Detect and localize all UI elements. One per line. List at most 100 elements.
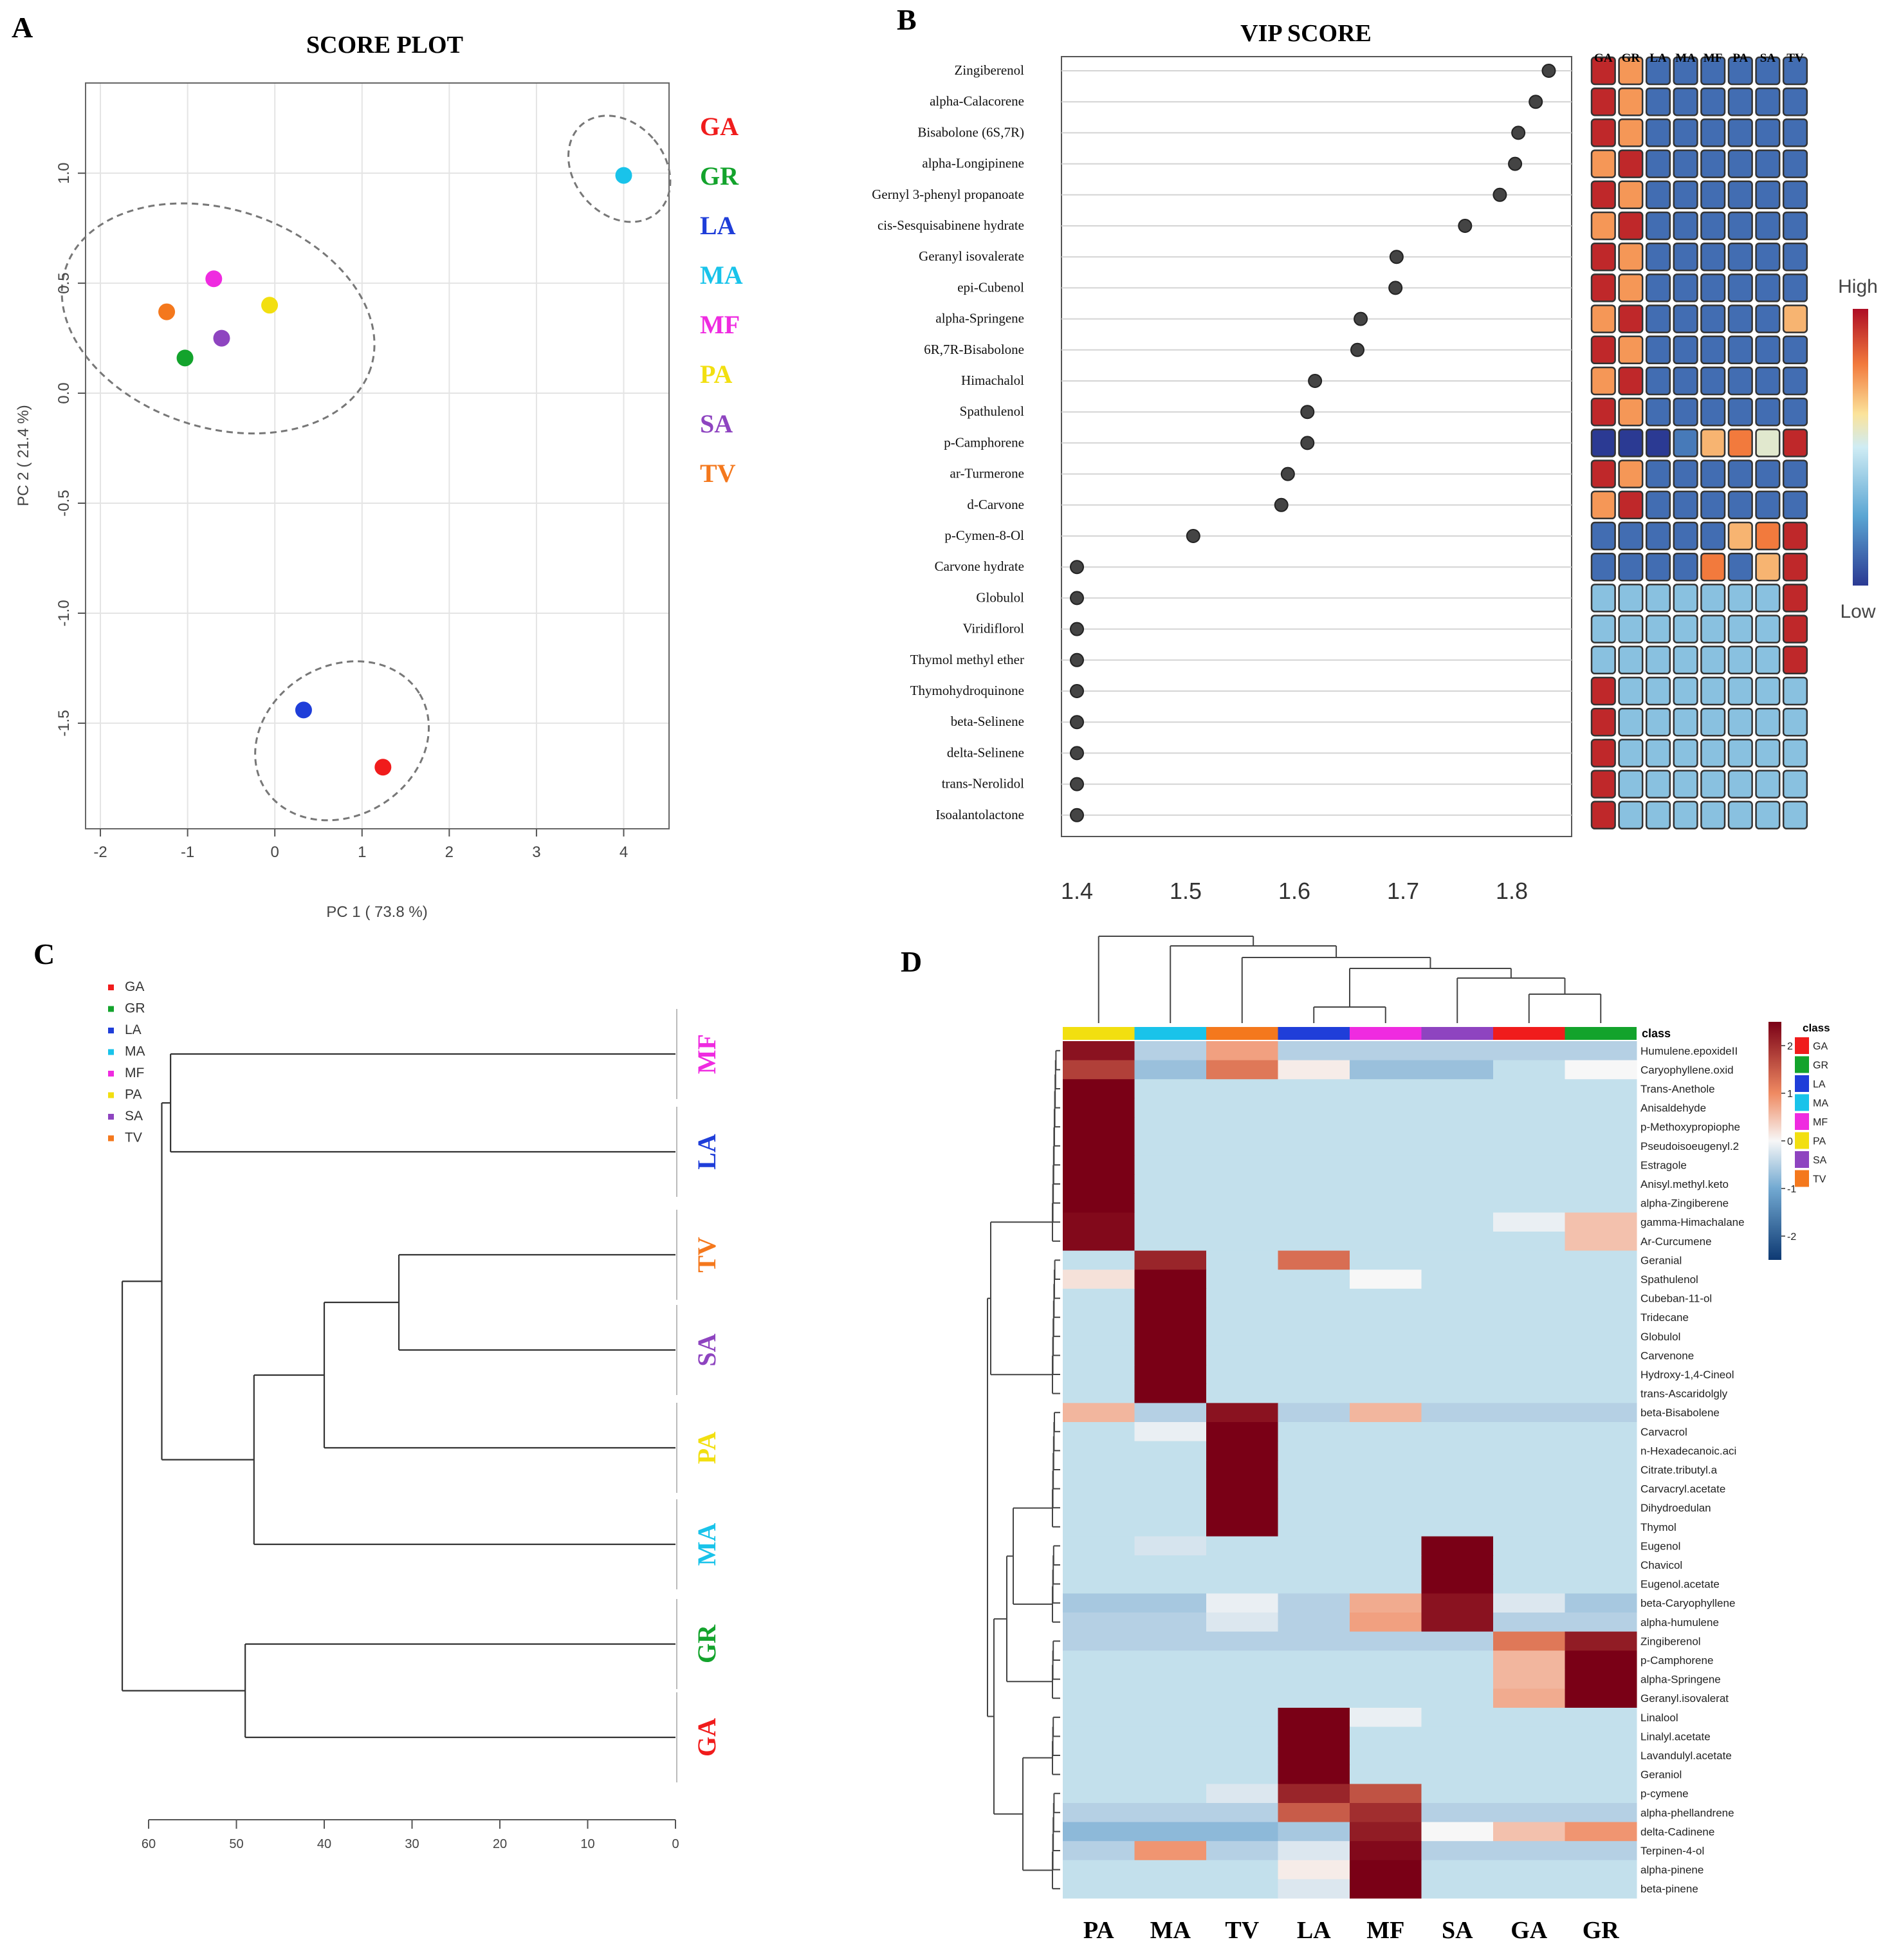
heatmap-cell [1493,1383,1565,1403]
heatmap-cell [1421,1593,1494,1613]
vip-heat-cell [1590,366,1616,396]
heatmap-class-cell-mf [1350,1027,1422,1040]
vip-heat-cell [1673,521,1698,551]
vip-x-tick-label: 1.6 [1278,878,1310,904]
vip-heat-cell [1727,211,1753,241]
heatmap-cell [1350,1041,1422,1061]
vip-heat-cell [1755,87,1781,116]
heatmap-cell [1134,1232,1207,1252]
heatmap-legend-pa: PA [1813,1136,1826,1147]
vip-heat-cell [1782,180,1808,210]
vip-heat-cell [1727,366,1753,396]
score-plot-x-tick-label: -1 [181,844,194,861]
heatmap-cell [1421,1136,1494,1156]
heatmap-cell [1278,1574,1350,1594]
heatmap-cell [1206,1536,1278,1556]
heatmap-colorbar-ticks: 2 1 0 -1 -2 [1781,1041,1796,1243]
heatmap-cell [1350,1498,1422,1518]
score-plot-y-tick-label: 0.5 [55,272,73,293]
heatmap-cell [1421,1212,1494,1232]
heatmap-row-label: Carvacrol [1640,1426,1687,1438]
dendrogram-legend-swatch [108,1135,114,1142]
heatmap-class-cell-gr [1565,1027,1637,1040]
vip-dot [1070,808,1084,822]
vip-row-label: Zingiberenol [955,62,1025,78]
heatmap-cell [1350,1383,1422,1403]
heatmap-cell [1350,1212,1422,1232]
heatmap-row-label: Dihydroedulan [1640,1502,1711,1514]
heatmap-cell [1134,1879,1207,1899]
vip-heat-cell [1590,211,1616,241]
heatmap-row-label: trans-Ascaridolgly [1640,1388,1728,1400]
heatmap-cell [1565,1822,1637,1842]
heatmap-col-label-la: LA [1297,1917,1331,1944]
vip-heat-cell [1755,304,1781,333]
heatmap-cell [1206,1764,1278,1784]
vip-dot [1388,281,1403,295]
heatmap-cell [1493,1193,1565,1213]
dendrogram-legend-mf: MF [125,1066,144,1080]
heatmap-cell [1493,1155,1565,1175]
heatmap-cell [1063,1841,1135,1861]
vip-heat-cell [1727,397,1753,427]
vip-row-label: cis-Sesquisabinene hydrate [877,217,1024,233]
vip-dot [1070,715,1084,730]
heatmap-cell [1421,1270,1494,1290]
heatmap-cell [1493,1270,1565,1290]
heatmap-row-label: beta-Caryophyllene [1640,1597,1735,1609]
heatmap-cell [1063,1383,1135,1403]
heatmap-cell [1278,1631,1350,1651]
heatmap-legend-mf: MF [1813,1117,1828,1128]
vip-heat-cell [1755,273,1781,302]
heatmap-cell [1278,1345,1350,1365]
heatmap-cell [1134,1841,1207,1861]
heatmap-cell [1565,1403,1637,1423]
score-plot-ellipse [567,115,672,223]
heatmap-cell [1278,1327,1350,1347]
heatmap-cell [1421,1517,1494,1537]
heatmap-legend-swatch [1795,1094,1809,1111]
heatmap-class-legend: GA GR LA MA MF PA SA TV [1795,1037,1828,1187]
heatmap-cell [1278,1308,1350,1327]
heatmap-cell [1421,1345,1494,1365]
heatmap-cell [1493,1365,1565,1385]
heatmap-colorbar-tick-label: 0 [1787,1136,1793,1147]
heatmap-cell [1421,1365,1494,1385]
vip-heat-cell [1673,739,1698,768]
heatmap-cell [1134,1117,1207,1137]
heatmap-cell [1350,1136,1422,1156]
vip-heat-cell [1782,739,1808,768]
heatmap-cell [1278,1079,1350,1099]
heatmap-cell [1063,1746,1135,1766]
heatmap-cell [1278,1555,1350,1575]
heatmap-cell [1493,1117,1565,1137]
score-legend-gr: GR [700,162,739,190]
vip-heat-cell [1618,304,1644,333]
vip-heat-cell [1782,800,1808,830]
vip-heat-cell [1590,521,1616,551]
heatmap-legend-tv: TV [1813,1174,1826,1185]
heatmap-row-label: alpha-Zingiberene [1640,1197,1729,1210]
heatmap-cell [1278,1860,1350,1880]
heatmap-cell [1063,1327,1135,1347]
vip-heat-cell [1590,273,1616,302]
heatmap-col-label-ga: GA [1511,1917,1548,1944]
heatmap-cell [1493,1212,1565,1232]
dendrogram-legend-la: LA [125,1022,142,1037]
dendrogram-legend-swatch [108,985,114,990]
score-point-mf [205,270,223,288]
heatmap-cell [1565,1669,1637,1689]
heatmap-cell [1565,1555,1637,1575]
heatmap-cell [1421,1041,1494,1061]
vip-heat-cell [1645,615,1671,643]
heatmap-col-label-sa: SA [1442,1917,1473,1944]
vip-heat-cell [1590,429,1616,458]
vip-heat-cell [1755,490,1781,520]
heatmap-cell [1278,1193,1350,1213]
vip-row-label: alpha-Calacorene [930,93,1024,109]
vip-row-label: p-Cymen-8-Ol [944,528,1024,543]
heatmap-cell [1134,1365,1207,1385]
vip-heat-cell [1673,676,1698,706]
heatmap-cell [1350,1803,1422,1823]
heatmap-cell [1206,1422,1278,1442]
